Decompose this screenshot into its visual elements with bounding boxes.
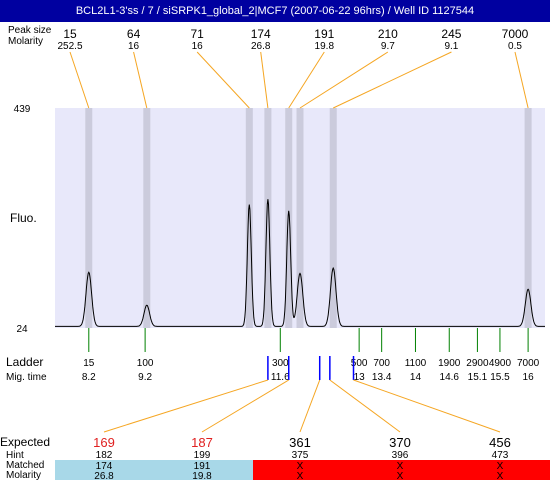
matched-molarity-label: 26.8 — [94, 471, 114, 480]
matched-row-label: Matched — [6, 460, 44, 471]
matched-value-label: X — [397, 461, 404, 472]
chart-title: BCL2L1-3'ss / 7 / siSRPK1_global_2|MCF7 … — [0, 0, 550, 22]
ladder-mig-label: 15.1 — [468, 372, 488, 383]
peak-connector — [333, 51, 452, 109]
peak-connector — [514, 51, 529, 109]
peak-size-label: 191 — [314, 27, 334, 41]
expected-value-label: 169 — [93, 435, 115, 450]
ladder-size-label: 7000 — [517, 358, 540, 369]
signal-trace — [55, 199, 545, 327]
peak-band — [285, 108, 293, 328]
ladder-mig-label: 13.4 — [372, 372, 392, 383]
matched-ok-bar — [55, 460, 253, 480]
ladder-size-label: 15 — [83, 358, 95, 369]
peak-molarity-label: 0.5 — [508, 41, 522, 52]
peak-band — [143, 108, 151, 328]
peak-molarity-label: 16 — [192, 41, 204, 52]
peak-connector — [69, 51, 90, 109]
peak-molarity-label: 9.1 — [444, 41, 458, 52]
peak-size-label: 174 — [251, 27, 271, 41]
peak-size-label: 245 — [441, 27, 461, 41]
hint-value-label: 375 — [292, 450, 309, 461]
ladder-mig-label: 15.5 — [490, 372, 510, 383]
peak-connector — [260, 51, 269, 109]
expected-connector — [329, 379, 401, 433]
peak-band — [524, 108, 532, 328]
expected-connector — [299, 379, 321, 433]
peak-connector — [288, 51, 325, 109]
peak-connector — [196, 51, 250, 109]
matched-molarity-label: 19.8 — [192, 471, 212, 480]
hint-value-label: 182 — [96, 450, 113, 461]
expected-row-label: Expected — [0, 435, 50, 449]
hint-value-label: 473 — [492, 450, 509, 461]
ladder-size-label: 1100 — [405, 358, 427, 369]
ladder-mig-label: 13 — [354, 372, 366, 383]
matched-molarity-label: X — [297, 471, 304, 480]
ladder-mig-label: 8.2 — [82, 372, 96, 383]
peak-size-label: 71 — [190, 27, 204, 41]
peak-molarity-label: 9.7 — [381, 41, 395, 52]
ladder-mig-label: 9.2 — [138, 372, 152, 383]
peak-size-label: 7000 — [502, 27, 529, 41]
peak-molarity-label: 252.5 — [57, 41, 82, 52]
peak-molarity-label: 26.8 — [251, 41, 271, 52]
matched-value-label: X — [297, 461, 304, 472]
peak-molarity-label: 16 — [128, 41, 140, 52]
fluo-axis-label: Fluo. — [10, 211, 37, 225]
peak-size-row-label: Peak size — [8, 25, 52, 36]
expected-value-label: 361 — [289, 435, 311, 450]
peak-band — [296, 108, 304, 328]
peak-band — [245, 108, 253, 328]
expected-connector — [353, 379, 501, 433]
ladder-size-label: 100 — [137, 358, 154, 369]
ladder-mig-label: 16 — [523, 372, 535, 383]
expected-connector — [103, 379, 269, 433]
ladder-size-label: 300 — [272, 358, 289, 369]
expected-connector — [201, 379, 289, 433]
y-axis-min-label: 24 — [16, 324, 28, 335]
ladder-size-label: 1900 — [438, 358, 461, 369]
matched-molarity-label: X — [497, 471, 504, 480]
peak-size-label: 64 — [127, 27, 141, 41]
peak-connector — [133, 51, 148, 109]
peak-connector — [299, 51, 389, 109]
peak-band — [329, 108, 337, 328]
y-axis-max-label: 439 — [14, 104, 31, 115]
molarity-row-label: Molarity — [8, 36, 43, 47]
matched-value-label: X — [497, 461, 504, 472]
ladder-size-label: 700 — [373, 358, 390, 369]
ladder-size-label: 2900 — [466, 358, 489, 369]
peak-band — [85, 108, 93, 328]
matched-fail-bar — [253, 460, 550, 480]
peak-size-label: 210 — [378, 27, 398, 41]
ladder-mig-label: 11.6 — [271, 372, 290, 383]
expected-value-label: 187 — [191, 435, 213, 450]
matched-value-label: 174 — [96, 461, 113, 472]
expected-value-label: 456 — [489, 435, 511, 450]
matched-molarity-label: X — [397, 471, 404, 480]
peak-molarity-label: 19.8 — [315, 41, 335, 52]
ladder-mig-label: 14.6 — [440, 372, 460, 383]
hint-value-label: 396 — [392, 450, 409, 461]
ladder-mig-label: 14 — [410, 372, 422, 383]
molarity-bottom-row-label: Molarity — [6, 470, 41, 480]
matched-value-label: 191 — [194, 461, 211, 472]
mig-time-row-label: Mig. time — [6, 372, 47, 383]
expected-value-label: 370 — [389, 435, 411, 450]
peak-size-label: 15 — [63, 27, 77, 41]
hint-row-label: Hint — [6, 450, 24, 461]
ladder-size-label: 500 — [351, 358, 368, 369]
peak-band — [264, 108, 272, 328]
ladder-size-label: 4900 — [489, 358, 512, 369]
hint-value-label: 199 — [194, 450, 211, 461]
ladder-row-label: Ladder — [6, 355, 43, 369]
